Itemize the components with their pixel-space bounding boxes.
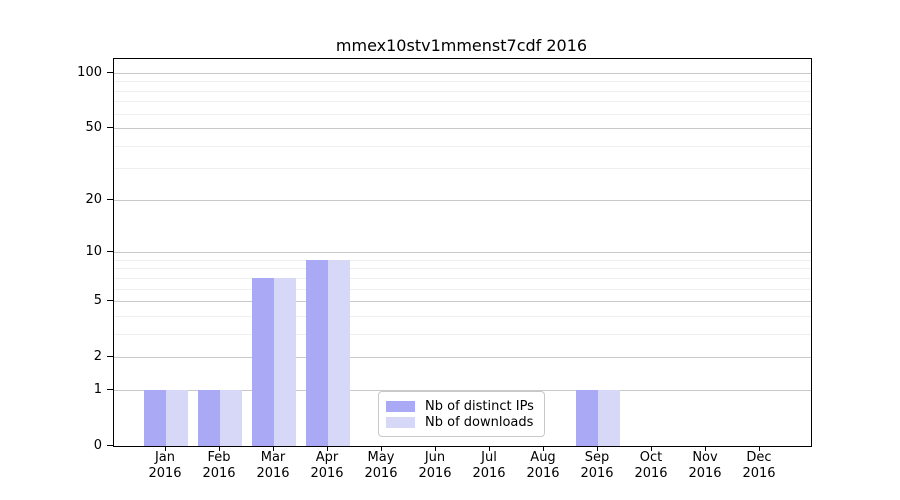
minor-gridline [114,145,811,147]
x-tick-mark [381,446,382,451]
minor-gridline [114,315,811,317]
x-tick-label: Aug 2016 [526,450,560,481]
y-tick-label: 5 [93,293,102,309]
y-tick-mark [107,198,113,200]
y-tick-mark [107,251,113,253]
x-tick-mark [435,446,436,451]
bar-downloads [328,259,350,446]
bar-downloads [274,277,296,446]
legend-row: Nb of downloads [386,414,536,430]
y-tick-label: 10 [85,244,102,260]
x-tick-label: Nov 2016 [688,450,722,481]
minor-gridline [114,113,811,115]
y-tick-mark [107,445,113,446]
legend-label-downloads: Nb of downloads [425,414,534,430]
minor-gridline [114,101,811,103]
minor-gridline [114,288,811,290]
y-tick-mark [107,127,113,129]
y-tick-label: 1 [93,381,102,397]
major-gridline [114,389,811,391]
x-tick-label: Mar 2016 [256,450,290,481]
y-tick-label: 0 [93,438,102,453]
x-tick-mark [759,446,760,451]
major-gridline [114,72,811,74]
bar-distinct-ips [252,277,274,446]
x-tick-mark [327,446,328,451]
bar-distinct-ips [144,390,166,446]
major-gridline [114,252,811,254]
major-gridline [114,301,811,303]
x-tick-mark [651,446,652,451]
y-tick-mark [107,71,113,73]
bar-distinct-ips [306,259,328,446]
x-tick-mark [489,446,490,451]
minor-gridline [114,81,811,83]
bar-downloads [598,390,620,446]
legend-row: Nb of distinct IPs [386,398,536,414]
minor-gridline [114,259,811,261]
minor-gridline [114,90,811,92]
x-tick-mark [705,446,706,451]
x-tick-label: Jun 2016 [418,450,452,481]
y-tick-mark [107,300,113,302]
bar-downloads [166,390,188,446]
y-tick-label: 50 [85,120,102,136]
x-tick-label: Jul 2016 [472,450,506,481]
x-tick-mark [219,446,220,451]
y-tick-mark [107,356,113,358]
legend: Nb of distinct IPs Nb of downloads [378,391,545,437]
major-gridline [114,199,811,201]
x-tick-mark [273,446,274,451]
minor-gridline [114,168,811,170]
x-tick-mark [597,446,598,451]
x-tick-label: Sep 2016 [580,450,614,481]
x-tick-label: May 2016 [364,450,398,481]
major-gridline [114,128,811,130]
y-tick-mark [107,388,113,390]
y-tick-label: 100 [77,64,102,80]
y-tick-label: 2 [93,349,102,365]
plot-area [113,58,812,447]
bar-distinct-ips [198,390,220,446]
x-tick-label: Oct 2016 [634,450,668,481]
bar-downloads [220,390,242,446]
legend-label-distinct-ips: Nb of distinct IPs [425,398,534,414]
y-tick-label: 20 [85,191,102,207]
distinct-ips-swatch-icon [386,400,415,412]
bar-distinct-ips [576,390,598,446]
major-gridline [114,357,811,359]
x-tick-mark [165,446,166,451]
downloads-swatch-icon [386,416,415,428]
x-tick-label: Feb 2016 [202,450,236,481]
minor-gridline [114,277,811,279]
x-tick-mark [543,446,544,451]
x-tick-label: Jan 2016 [148,450,182,481]
chart-title: mmex10stv1mmenst7cdf 2016 [335,36,588,55]
minor-gridline [114,268,811,270]
x-tick-label: Apr 2016 [310,450,344,481]
minor-gridline [114,333,811,335]
x-tick-label: Dec 2016 [742,450,776,481]
